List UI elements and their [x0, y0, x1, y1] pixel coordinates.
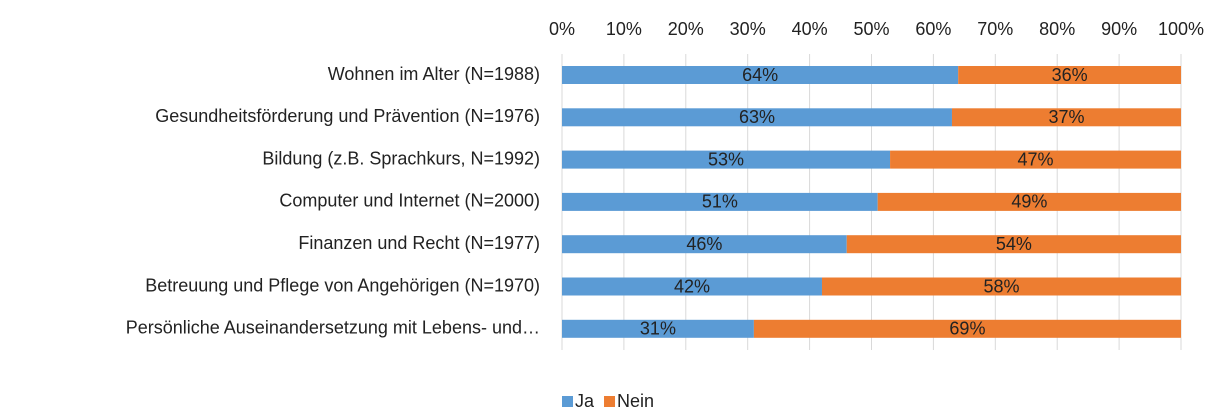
- bar-segment: [562, 66, 959, 84]
- x-tick-label: 100%: [1158, 19, 1204, 39]
- y-tick-label: Computer und Internet (N=2000): [279, 191, 540, 211]
- legend-label: Nein: [617, 391, 654, 409]
- value-label: 47%: [1018, 149, 1054, 169]
- value-label: 46%: [686, 234, 722, 254]
- bar-segment: [821, 277, 1181, 296]
- bar-segment: [951, 108, 1181, 127]
- x-tick-label: 0%: [549, 19, 575, 39]
- value-label: 42%: [674, 276, 710, 296]
- bar-segment: [562, 150, 891, 169]
- value-label: 69%: [949, 319, 985, 339]
- x-tick-label: 40%: [792, 19, 828, 39]
- value-label: 49%: [1011, 192, 1047, 212]
- value-label: 51%: [702, 192, 738, 212]
- value-label: 58%: [983, 276, 1019, 296]
- x-tick-label: 90%: [1101, 19, 1137, 39]
- value-label: 36%: [1052, 65, 1088, 85]
- y-tick-label: Betreuung und Pflege von Angehörigen (N=…: [145, 275, 540, 295]
- y-tick-label: Wohnen im Alter (N=1988): [328, 64, 540, 84]
- legend-swatch: [562, 396, 573, 407]
- x-tick-label: 10%: [606, 19, 642, 39]
- bar-segment: [846, 235, 1181, 254]
- value-label: 53%: [708, 149, 744, 169]
- bar-segment: [562, 235, 847, 254]
- x-tick-label: 70%: [977, 19, 1013, 39]
- value-label: 64%: [742, 65, 778, 85]
- x-tick-label: 20%: [668, 19, 704, 39]
- y-tick-label: Bildung (z.B. Sprachkurs, N=1992): [262, 148, 540, 168]
- y-tick-label: Finanzen und Recht (N=1977): [298, 233, 540, 253]
- bar-segment: [562, 192, 878, 211]
- bar-segment: [890, 150, 1181, 169]
- bar-segment: [562, 277, 822, 296]
- bar-segment: [958, 66, 1181, 84]
- x-tick-label: 50%: [853, 19, 889, 39]
- x-tick-label: 80%: [1039, 19, 1075, 39]
- bar-segment: [753, 319, 1181, 338]
- bar-segment: [562, 108, 952, 127]
- value-label: 54%: [996, 234, 1032, 254]
- legend-swatch: [604, 396, 616, 407]
- value-label: 37%: [1048, 107, 1084, 127]
- x-tick-label: 30%: [730, 19, 766, 39]
- bar-segment: [877, 192, 1181, 211]
- y-tick-label: Persönliche Auseinandersetzung mit Leben…: [126, 318, 540, 338]
- value-label: 31%: [640, 319, 676, 339]
- x-tick-label: 60%: [915, 19, 951, 39]
- legend-label: Ja: [575, 391, 595, 409]
- y-tick-label: Gesundheitsförderung und Prävention (N=1…: [155, 106, 540, 126]
- value-label: 63%: [739, 107, 775, 127]
- bar-segment: [562, 319, 754, 338]
